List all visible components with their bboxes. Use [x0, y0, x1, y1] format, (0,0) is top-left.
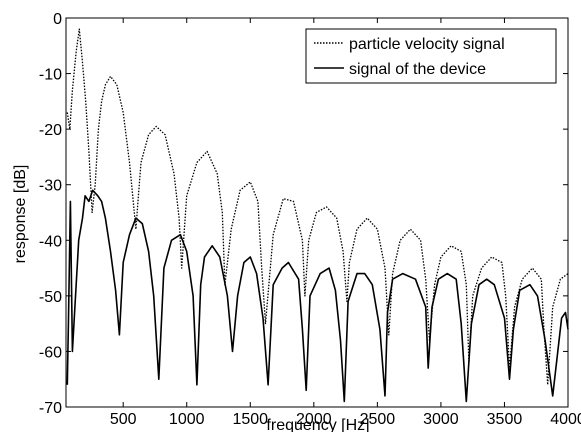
legend-label-device-signal: signal of the device: [349, 61, 486, 78]
x-tick-label: 3500: [487, 411, 523, 428]
y-tick-label: -70: [39, 400, 62, 417]
y-tick-label: -10: [39, 67, 62, 84]
y-tick-label: -60: [39, 344, 62, 361]
y-tick-label: -40: [39, 233, 62, 250]
x-tick-label: 1000: [169, 411, 205, 428]
x-tick-label: 1500: [232, 411, 268, 428]
y-tick-label: -20: [39, 122, 62, 139]
legend-label-particle-velocity: particle velocity signal: [349, 36, 505, 53]
x-tick-label: 2000: [296, 411, 332, 428]
x-tick-label: 3000: [423, 411, 459, 428]
x-tick-label: 500: [110, 411, 137, 428]
device-signal-line: [66, 189, 569, 403]
plot-area-frame: [65, 17, 569, 408]
legend: particle velocity signal signal of the d…: [305, 28, 557, 84]
particle-velocity-line: [66, 28, 569, 386]
y-tick-label: 0: [53, 11, 62, 28]
x-tick-label: 2500: [360, 411, 396, 428]
y-axis-label: response [dB]: [12, 165, 29, 264]
y-tick-label: -50: [39, 289, 62, 306]
x-axis-label: frequency [Hz]: [266, 417, 369, 432]
legend-box: [305, 28, 557, 84]
y-tick-label: -30: [39, 178, 62, 195]
